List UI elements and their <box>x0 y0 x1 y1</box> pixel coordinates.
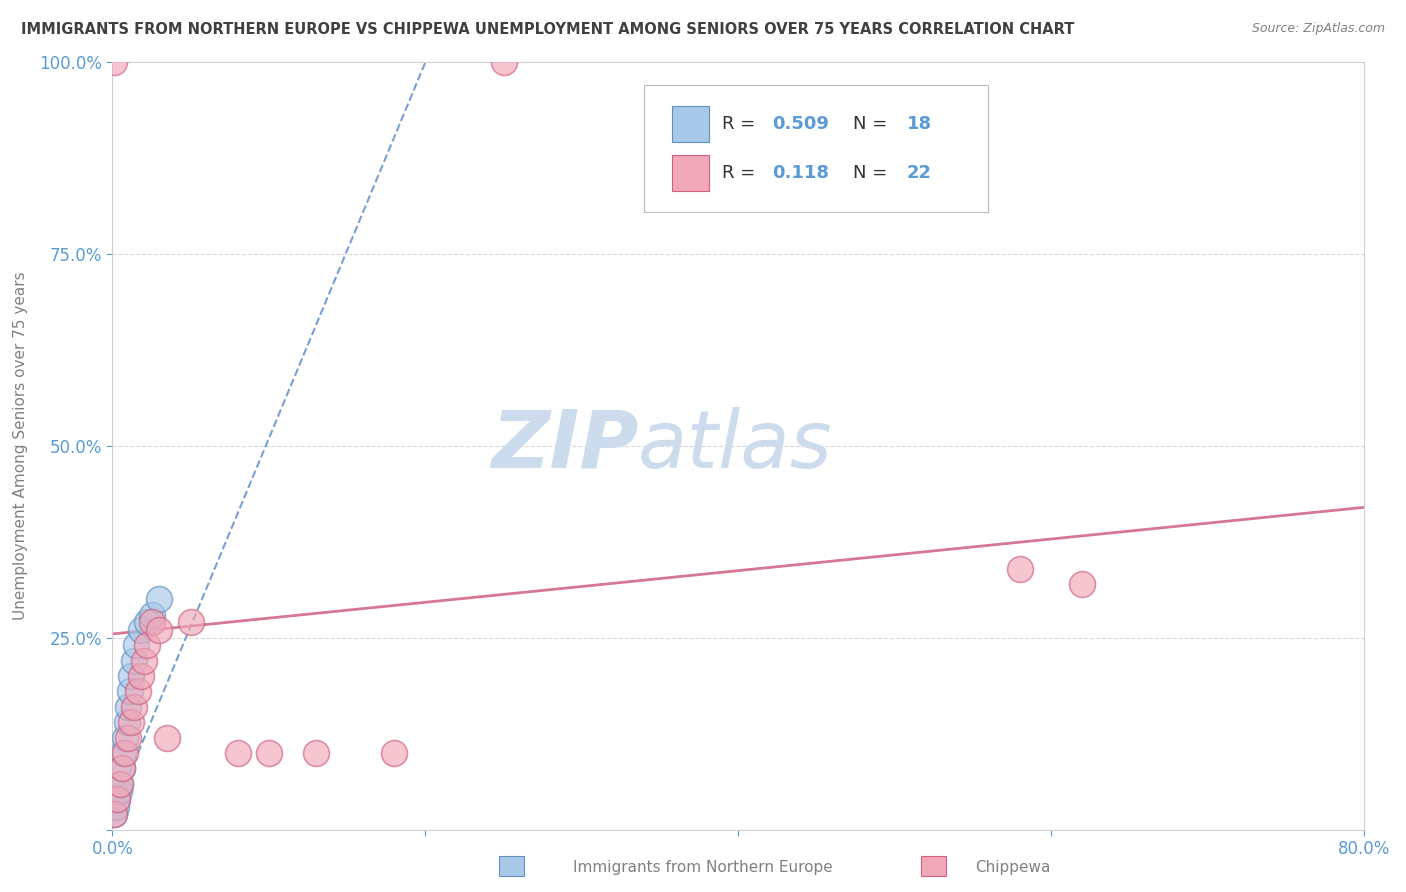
Point <box>114 731 136 745</box>
Point <box>125 639 148 653</box>
Point <box>135 639 157 653</box>
Text: R =: R = <box>721 164 761 182</box>
Point <box>103 807 125 822</box>
Point <box>180 615 202 630</box>
Point <box>105 792 128 806</box>
Text: 22: 22 <box>907 164 932 182</box>
Point <box>1008 562 1031 576</box>
Point <box>103 807 125 822</box>
Point <box>127 684 149 698</box>
Text: atlas: atlas <box>638 407 832 485</box>
Point <box>103 55 125 70</box>
Point <box>305 746 328 760</box>
Point <box>104 799 127 814</box>
Bar <box>672 106 710 142</box>
Point <box>148 623 170 637</box>
FancyBboxPatch shape <box>644 86 988 212</box>
Point <box>124 654 146 668</box>
Point <box>135 615 157 630</box>
Text: Immigrants from Northern Europe: Immigrants from Northern Europe <box>574 860 832 874</box>
Point <box>114 746 136 760</box>
Point <box>117 699 139 714</box>
Point <box>105 792 128 806</box>
Point <box>115 715 138 730</box>
Bar <box>672 155 710 191</box>
Point <box>132 654 155 668</box>
Text: R =: R = <box>721 115 761 133</box>
Point <box>382 746 405 760</box>
Point <box>111 761 134 775</box>
Point <box>1071 577 1094 591</box>
Text: N =: N = <box>853 115 893 133</box>
Text: Chippewa: Chippewa <box>974 860 1050 874</box>
Point <box>129 669 152 683</box>
Y-axis label: Unemployment Among Seniors over 75 years: Unemployment Among Seniors over 75 years <box>13 272 28 620</box>
Point <box>226 746 249 760</box>
Point <box>120 669 142 683</box>
Text: 18: 18 <box>907 115 932 133</box>
Point <box>110 776 132 790</box>
Text: 0.118: 0.118 <box>772 164 830 182</box>
Point <box>112 746 135 760</box>
Text: N =: N = <box>853 164 893 182</box>
Point <box>257 746 280 760</box>
Point <box>118 684 141 698</box>
Point <box>117 731 139 745</box>
Bar <box>499 856 524 876</box>
Bar <box>921 856 946 876</box>
Point <box>111 761 134 775</box>
Point <box>124 699 146 714</box>
Point <box>492 55 515 70</box>
Point <box>120 715 142 730</box>
Point <box>148 592 170 607</box>
Point <box>141 615 163 630</box>
Point <box>110 776 132 790</box>
Point <box>156 731 179 745</box>
Text: ZIP: ZIP <box>491 407 638 485</box>
Text: 0.509: 0.509 <box>772 115 828 133</box>
Point <box>107 784 129 798</box>
Point <box>129 623 152 637</box>
Point <box>141 607 163 622</box>
Text: Source: ZipAtlas.com: Source: ZipAtlas.com <box>1251 22 1385 36</box>
Text: IMMIGRANTS FROM NORTHERN EUROPE VS CHIPPEWA UNEMPLOYMENT AMONG SENIORS OVER 75 Y: IMMIGRANTS FROM NORTHERN EUROPE VS CHIPP… <box>21 22 1074 37</box>
